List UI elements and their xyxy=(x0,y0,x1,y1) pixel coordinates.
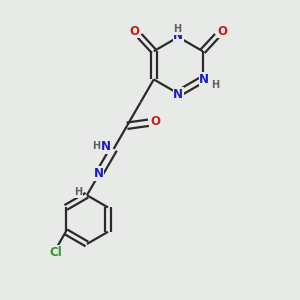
Text: O: O xyxy=(129,25,139,38)
Text: N: N xyxy=(94,167,104,180)
Text: O: O xyxy=(217,25,227,38)
Text: H: H xyxy=(92,141,101,151)
Text: N: N xyxy=(173,29,183,42)
Text: O: O xyxy=(150,115,160,128)
Text: H: H xyxy=(74,187,82,197)
Text: N: N xyxy=(101,140,111,153)
Text: H: H xyxy=(211,80,219,90)
Text: Cl: Cl xyxy=(50,246,62,259)
Text: H: H xyxy=(174,24,182,34)
Text: N: N xyxy=(173,88,183,101)
Text: N: N xyxy=(199,73,209,86)
